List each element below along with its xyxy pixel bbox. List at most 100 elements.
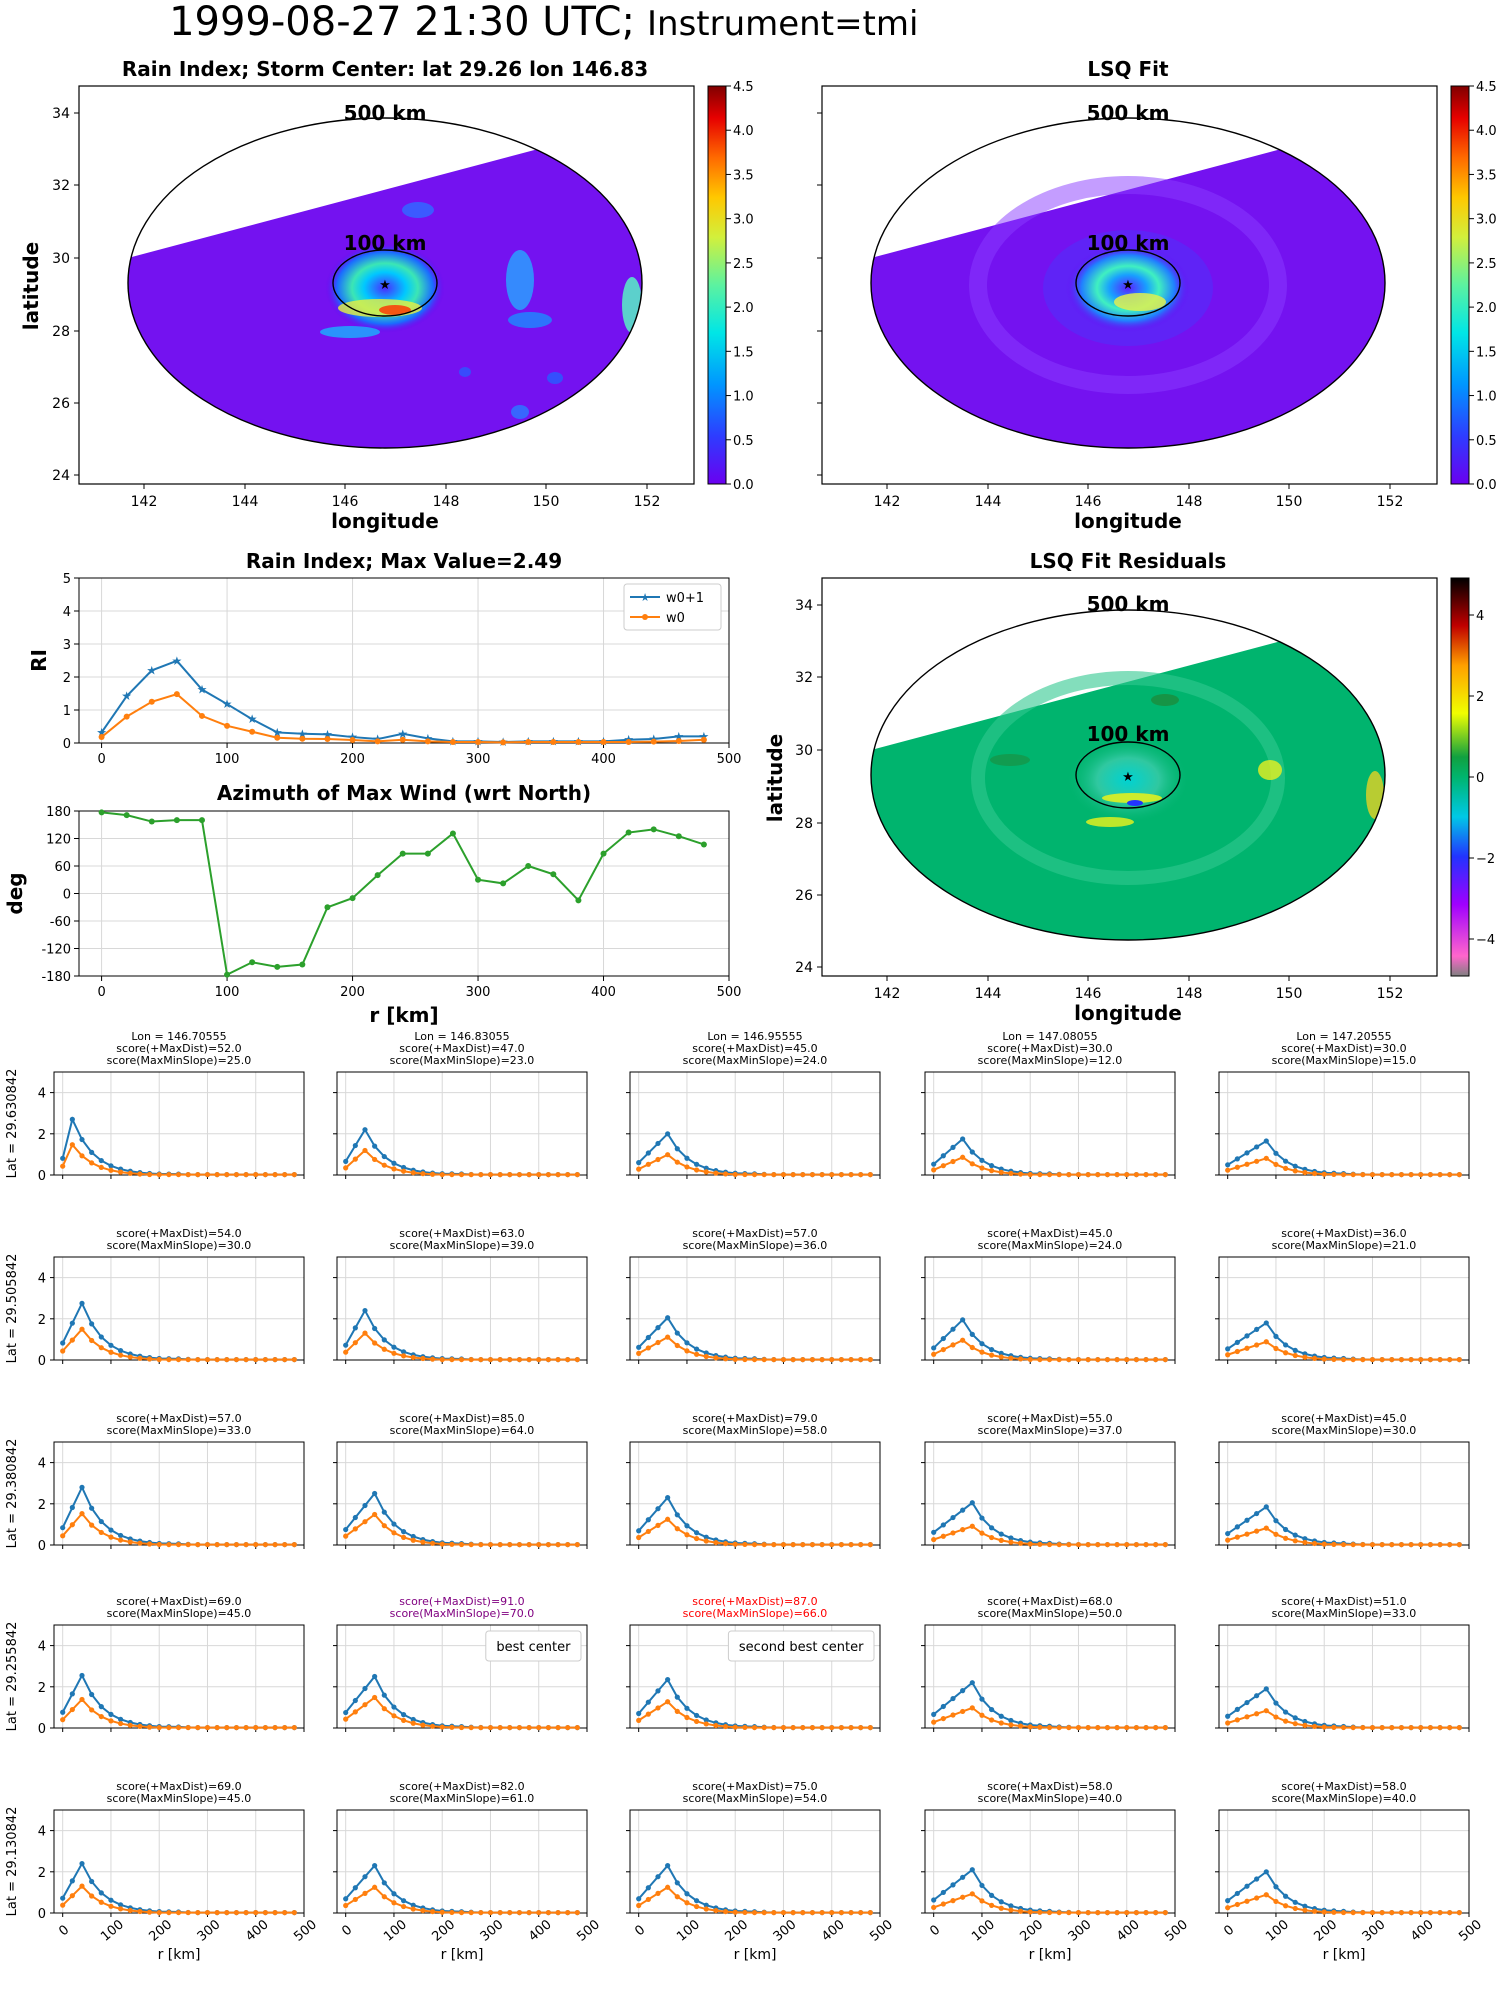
data-point [1133,1724,1139,1731]
x-tick-label: 144 [975,494,1002,510]
data-point [940,1163,946,1169]
data-point [1244,1531,1250,1537]
data-point [475,876,482,883]
data-point [1037,1171,1043,1178]
data-point [771,1541,777,1548]
profile-subplot: score(MaxMinSlope)=30.0score(+MaxDist)=4… [1215,1412,1470,1549]
data-point [1008,1907,1014,1913]
data-point [156,1909,162,1916]
data-point [381,1153,387,1160]
data-point [343,1716,349,1722]
data-point [650,826,657,833]
data-point [69,1320,75,1326]
data-point [401,1353,407,1359]
x-tick-label: 200 [146,1917,175,1944]
data-point [401,1712,407,1718]
subplot-score-slope: score(MaxMinSlope)=39.0 [390,1239,535,1252]
y-tick-label: -180 [41,970,71,985]
data-point [372,1884,378,1890]
data-point [381,1346,387,1352]
data-point [703,1717,709,1723]
colorbar-tick-label: −4 [1476,933,1495,948]
y-tick-label: 4 [63,605,71,620]
data-point [1008,1722,1014,1728]
subplot-score-maxdist: score(+MaxDist)=79.0 [692,1412,817,1425]
data-point [969,1344,975,1351]
colorbar-tick-label: 2.5 [733,257,754,272]
y-tick-label: 0 [38,1354,46,1369]
data-point [1153,1356,1159,1363]
colorbar-tick-label: 2 [1476,690,1484,705]
data-point [118,1537,124,1543]
data-point [1104,1356,1111,1363]
data-point [1095,1909,1101,1916]
residual-field [871,640,1385,940]
data-point [655,1522,661,1528]
data-point [1369,1724,1376,1731]
data-point [399,736,406,743]
data-point [118,1352,124,1358]
data-point [1263,1155,1269,1161]
data-point [1085,1541,1091,1548]
data-point [1254,1158,1260,1164]
data-point [703,1534,709,1540]
data-point [79,1326,85,1332]
data-point [565,1171,571,1178]
x-tick-label: 100 [969,1917,998,1944]
data-point [998,1531,1004,1537]
data-point [960,1894,966,1900]
data-point [713,1722,719,1729]
data-point [555,1541,561,1548]
data-point [108,1527,114,1533]
x-tick-label: 300 [771,1917,800,1944]
data-point [969,1161,975,1167]
x-tick-label: 200 [340,752,365,767]
data-point [684,1348,690,1354]
x-tick-label: 148 [1176,494,1203,510]
data-point [1292,1538,1298,1544]
data-point [98,809,105,816]
data-point [391,1350,397,1356]
data-point [1292,1532,1298,1538]
data-point [175,1909,182,1916]
data-point [478,1171,484,1178]
data-point [372,1325,378,1332]
y-tick-label: -60 [50,915,71,930]
data-point-star: ★ [322,727,333,741]
x-tick-label: 148 [433,494,460,510]
data-point [675,738,682,745]
data-point [526,1171,532,1178]
y-axis-label: RI [27,649,51,672]
data-point [1437,1171,1443,1178]
x-axis-label: r [km] [441,1947,484,1963]
colorbar-tick-label: 4.0 [733,124,754,139]
data-point [1360,1724,1366,1731]
data-point [1437,1541,1443,1548]
data-point [1114,1356,1120,1363]
series-line [61,1327,295,1361]
data-point [1369,1356,1376,1363]
data-point-star: ★ [121,689,132,703]
data-point [960,1708,966,1715]
y-tick-label: 4 [38,1087,46,1102]
x-tick-label: 100 [215,752,240,767]
data-point [89,1321,95,1327]
data-point [458,1724,465,1731]
data-point [1114,1541,1120,1548]
data-point [1389,1356,1395,1363]
x-tick-label: 148 [1176,986,1203,1002]
data-point [146,1171,153,1178]
data-point [381,1509,387,1515]
chart-title: Azimuth of Max Wind (wrt North) [217,781,591,805]
data-point [214,1541,220,1548]
data-point [98,1157,104,1164]
data-point [391,1900,397,1906]
data-point [636,1896,642,1902]
profile-subplot: score(MaxMinSlope)=37.0score(+MaxDist)=5… [921,1412,1176,1549]
data-point [1263,1339,1269,1345]
data-point [703,1169,709,1175]
colorbar-tick-label: 0.5 [1476,434,1497,449]
data-point [381,1894,387,1900]
data-point [742,1724,748,1731]
colorbar-tick-label: 0.0 [733,478,754,493]
